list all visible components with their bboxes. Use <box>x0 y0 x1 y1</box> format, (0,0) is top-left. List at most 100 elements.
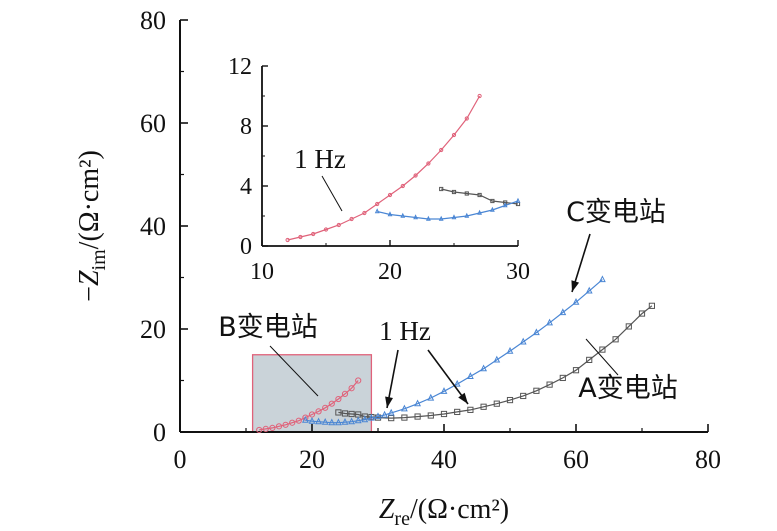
data-point <box>308 416 316 424</box>
data-point <box>302 414 309 421</box>
data-point <box>451 132 457 138</box>
data-point <box>559 374 566 382</box>
data-point <box>520 392 527 400</box>
data-point <box>334 418 342 426</box>
data-point <box>298 234 303 240</box>
y-tick-label: 20 <box>140 315 166 344</box>
data-point <box>532 328 540 336</box>
data-point <box>367 413 375 421</box>
series-1 <box>256 377 362 434</box>
data-point <box>519 337 527 345</box>
data-point <box>262 425 269 433</box>
data-point <box>321 418 329 425</box>
inset-plot: 10 20 30 0 4 8 12 1 Hz <box>228 54 530 285</box>
data-point <box>477 209 482 215</box>
data-point <box>453 379 461 387</box>
data-point <box>493 355 501 363</box>
x-tick-label: 60 <box>563 445 589 474</box>
data-point <box>336 222 341 228</box>
data-point <box>454 408 461 416</box>
x-tick-label: 20 <box>299 445 325 474</box>
annotation-a-station: A变电站 <box>578 373 677 404</box>
x-axis-label: Zre/(Ω·cm²) <box>379 494 509 530</box>
arrow-c-station <box>571 233 591 293</box>
y-axis-label-main: Z <box>74 270 105 286</box>
data-point <box>374 412 382 420</box>
data-point <box>335 409 342 416</box>
data-point <box>275 423 283 430</box>
data-point <box>625 323 632 330</box>
data-point <box>400 183 405 189</box>
series-inset-1 <box>285 93 482 243</box>
inset-y-tick-label: 12 <box>228 54 252 80</box>
data-point <box>426 161 431 166</box>
data-point <box>348 410 355 418</box>
data-point <box>282 421 289 428</box>
data-point <box>638 310 646 317</box>
annotation-c-station: C变电站 <box>566 197 666 228</box>
data-point <box>348 385 355 392</box>
y-axis-label-unit: /(Ω·cm²) <box>74 150 105 249</box>
data-point <box>466 372 474 379</box>
data-point <box>414 399 422 407</box>
data-point <box>323 227 329 232</box>
data-point <box>612 336 619 343</box>
x-tick-label: 80 <box>695 445 721 474</box>
annotation-1hz: 1 Hz <box>379 316 431 346</box>
data-point <box>285 237 290 243</box>
data-point <box>348 417 356 425</box>
data-point <box>295 417 302 424</box>
data-point <box>439 186 444 192</box>
data-point <box>480 364 488 372</box>
data-point <box>464 212 470 218</box>
data-point <box>533 387 540 394</box>
arrow-1hz-a-head <box>458 392 468 404</box>
data-point <box>400 404 408 412</box>
series-inset-0 <box>439 186 521 207</box>
data-point <box>427 412 434 419</box>
data-point <box>440 410 448 418</box>
data-point <box>354 416 362 424</box>
inset-y-tick-label: 4 <box>240 174 252 200</box>
data-point <box>506 396 514 404</box>
data-point <box>413 173 418 178</box>
data-point <box>480 403 487 410</box>
data-point <box>374 208 380 214</box>
data-point <box>426 215 431 221</box>
data-point <box>289 419 296 426</box>
data-point <box>493 400 500 407</box>
inset-x-tick-label: 30 <box>506 259 530 285</box>
arrow-1hz-c-head <box>385 396 393 408</box>
data-point <box>341 410 349 417</box>
y-axis-label: −Zim/(Ω·cm²) <box>74 150 110 302</box>
y-tick-label: 0 <box>153 418 166 447</box>
data-point <box>413 214 418 220</box>
arrow-1hz-c <box>385 349 399 409</box>
inset-x-tick-label: 20 <box>378 259 402 285</box>
data-point <box>328 418 336 426</box>
data-point <box>400 212 406 218</box>
data-point <box>401 414 408 421</box>
series-inset-2 <box>374 197 521 221</box>
data-point <box>464 116 469 121</box>
leader-b-station <box>269 345 319 397</box>
data-point <box>572 298 580 305</box>
main-plot: 0 20 40 60 80020406080Zre/(Ω·cm²)−Zim/(Ω·cm²… <box>74 6 721 530</box>
arrow-1hz-a <box>427 349 469 405</box>
data-point <box>269 424 276 431</box>
annotation-b-station: B变电站 <box>218 312 318 343</box>
data-point <box>451 189 457 195</box>
y-axis-label-prefix: − <box>74 286 105 302</box>
data-point <box>341 418 349 425</box>
data-point <box>477 192 482 198</box>
inset-x-tick-label: 10 <box>250 259 274 285</box>
data-point <box>506 346 514 354</box>
y-axis-label-sub: im <box>88 249 110 271</box>
data-point <box>502 202 508 208</box>
data-point <box>427 393 435 401</box>
zoom-region-box <box>251 354 373 433</box>
data-point <box>349 216 354 222</box>
series-line <box>338 305 653 419</box>
data-point <box>387 192 393 198</box>
arrow-c-station-head <box>571 280 580 292</box>
